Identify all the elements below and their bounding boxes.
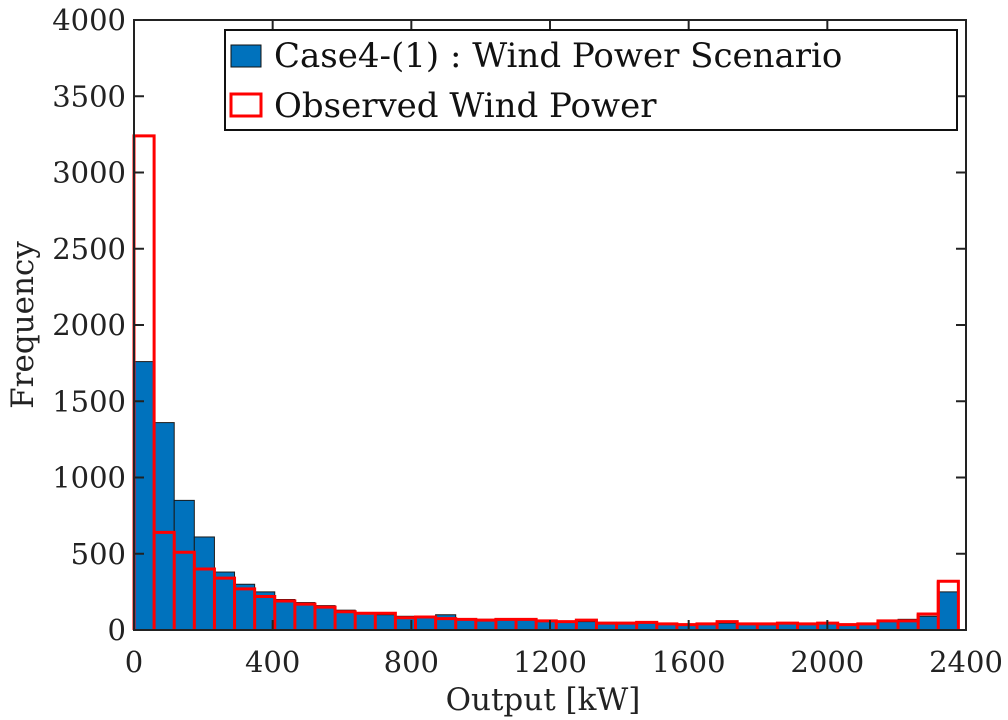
scenario-bar [193,536,215,631]
legend-label-observed: Observed Wind Power [274,86,657,126]
scenario-bar [314,605,336,631]
x-tick-label: 2400 [929,645,1003,679]
y-tick-label: 4000 [52,3,126,37]
y-tick-label: 1000 [52,461,126,495]
x-tick-label: 400 [245,645,300,679]
scenario-bar [274,599,296,631]
scenario-bar [354,612,376,631]
scenario-bar [153,422,175,631]
y-tick-label: 500 [71,537,126,571]
scenario-bar [716,622,738,631]
y-axis-label: Frequency [5,241,41,409]
y-tick-label: 3000 [52,156,126,190]
scenario-bar [877,621,899,631]
legend: Case4-(1) : Wind Power Scenario Observed… [224,29,958,131]
scenario-bar [575,621,597,631]
observed-outline-path [132,134,960,630]
axis-ticks [133,19,967,631]
x-tick-label: 1200 [513,645,587,679]
y-tick-label: 1500 [52,384,126,418]
scenario-bar [495,619,517,631]
scenario-bar [414,617,437,631]
y-tick-label: 2500 [52,232,126,266]
x-tick-label: 1600 [652,645,726,679]
scenario-bar [294,602,316,631]
y-tick-label: 2000 [52,308,126,342]
scenario-bar [937,591,959,631]
x-axis-label: Output [kW] [446,682,641,718]
axis-tick-labels: 0 400 800 1200 1600 2000 2400 0 500 1000 1500 2000 2… [52,3,1003,679]
legend-label-scenario: Case4-(1) : Wind Power Scenario [274,36,842,76]
scenario-bar [234,583,256,631]
x-tick-label: 2000 [790,645,864,679]
legend-swatch-observed [229,92,263,118]
scenario-bar [374,614,396,631]
y-tick-label: 3500 [52,79,126,113]
scenario-bar [173,499,195,631]
scenario-bar [636,622,658,631]
x-tick-label: 800 [384,645,439,679]
observed-histogram-outline [132,134,960,630]
x-tick-label: 0 [125,645,143,679]
scenario-bar [917,615,939,631]
legend-swatch-scenario [230,44,262,68]
scenario-bar [213,571,236,631]
scenario-histogram-bars [133,361,959,631]
scenario-bar [435,614,457,631]
y-tick-label: 0 [108,613,126,647]
legend-box [224,29,958,131]
scenario-bar [515,619,537,631]
